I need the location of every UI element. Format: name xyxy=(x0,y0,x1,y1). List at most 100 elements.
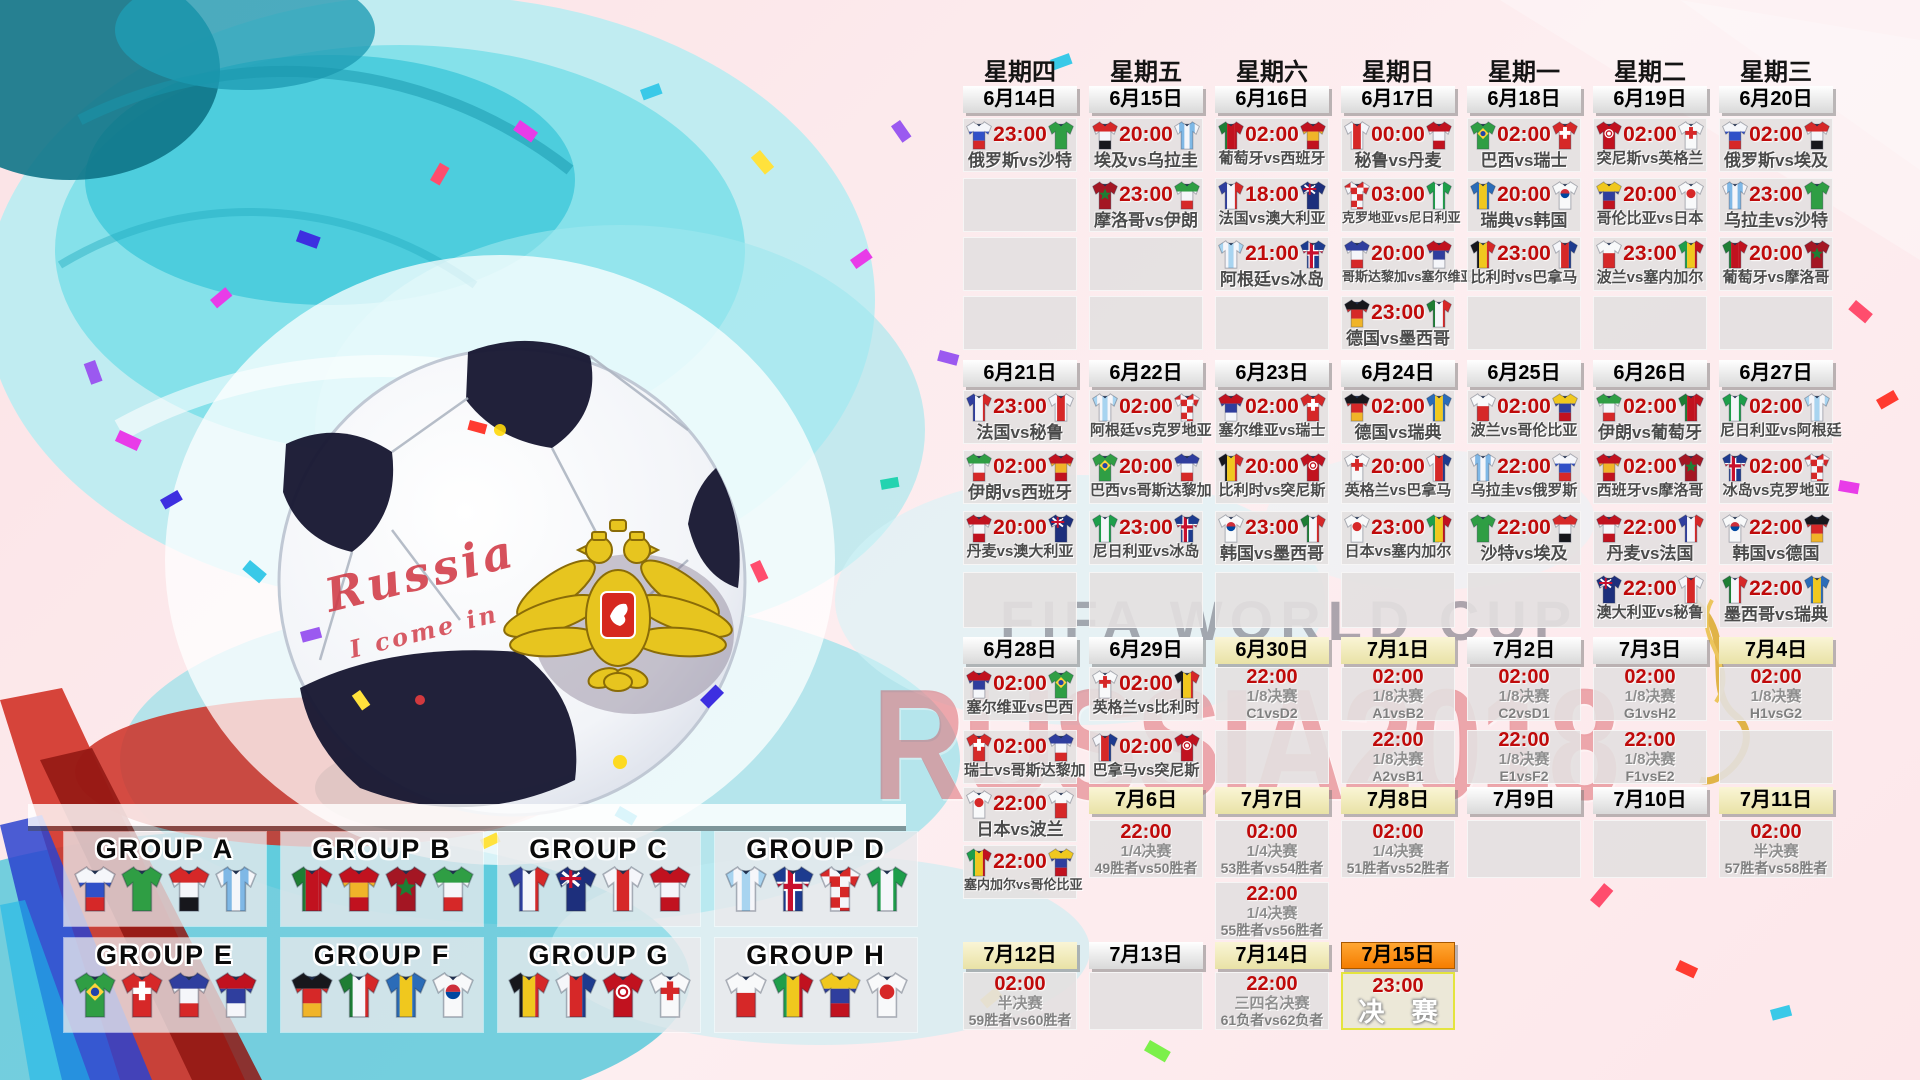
empty-cell xyxy=(1215,572,1329,628)
jersey-icon xyxy=(1092,180,1118,210)
match-cell: 23:00 日本vs塞内加尔 xyxy=(1341,511,1455,565)
match-teams: 塞内加尔vs哥伦比亚 xyxy=(964,877,1083,892)
jersey-icon xyxy=(865,972,908,1018)
match-time: 02:00 xyxy=(1245,123,1299,146)
jersey-icon xyxy=(1092,452,1118,482)
match-cell-top: 23:00 xyxy=(1090,512,1202,543)
match-time: 02:00 xyxy=(1497,123,1551,146)
match-cell-top: 02:00 xyxy=(1594,119,1706,150)
match-teams: 西班牙vs摩洛哥 xyxy=(1596,482,1704,499)
date-bar: 6月19日 xyxy=(1593,86,1707,113)
match-cell: 02:00 英格兰vs比利时 xyxy=(1089,667,1203,721)
stage-pairing: 61负者vs62负者 xyxy=(1220,1011,1324,1028)
group-jerseys xyxy=(281,866,483,912)
match-cell: 22:00 澳大利亚vs秘鲁 xyxy=(1593,572,1707,628)
jersey-icon xyxy=(1048,732,1074,762)
match-cell: 02:00 突尼斯vs英格兰 xyxy=(1593,118,1707,172)
date-bar: 6月30日 xyxy=(1215,637,1329,664)
jersey-icon xyxy=(1048,789,1074,819)
jersey-icon xyxy=(1426,120,1452,150)
jersey-icon xyxy=(1218,180,1244,210)
empty-cell xyxy=(1089,972,1203,1030)
match-teams: 日本vs波兰 xyxy=(976,820,1064,839)
match-time: 22:00 xyxy=(993,792,1047,815)
jersey-icon xyxy=(554,866,597,912)
jersey-icon xyxy=(1218,452,1244,482)
match-teams: 塞尔维亚vs瑞士 xyxy=(1218,422,1326,439)
knockout-cell: 02:00 1/8决赛 G1vsH2 xyxy=(1593,665,1707,721)
match-cell: 21:00 阿根廷vs冰岛 xyxy=(1215,237,1329,291)
match-cell-top: 02:00 xyxy=(1720,391,1832,422)
russia-eagle-crest xyxy=(503,519,734,714)
group-box: GROUP C xyxy=(498,832,700,926)
empty-cell xyxy=(963,296,1077,350)
stage-name: 1/8决赛 xyxy=(1624,750,1676,768)
knockout-cell: 22:00 三四名决赛 61负者vs62负者 xyxy=(1215,972,1329,1030)
jersey-icon xyxy=(771,972,814,1018)
group-title: GROUP C xyxy=(529,834,669,864)
match-teams: 摩洛哥vs伊朗 xyxy=(1094,211,1198,230)
group-title: GROUP F xyxy=(313,940,451,970)
jersey-icon xyxy=(966,732,992,762)
jersey-icon xyxy=(384,866,427,912)
match-time: 22:00 xyxy=(993,850,1047,873)
knockout-cell: 02:00 1/8决赛 A1vsB2 xyxy=(1341,666,1455,721)
date-bar: 7月10日 xyxy=(1593,787,1707,814)
match-teams: 伊朗vs西班牙 xyxy=(968,483,1072,502)
match-time: 21:00 xyxy=(1245,242,1299,265)
match-cell: 20:00 哥斯达黎加vs塞尔维亚 xyxy=(1341,237,1474,291)
match-time: 02:00 xyxy=(993,672,1047,695)
jersey-icon xyxy=(1048,120,1074,150)
jersey-icon xyxy=(1596,239,1622,269)
match-cell-top: 20:00 xyxy=(1594,179,1706,210)
empty-cell xyxy=(963,572,1077,628)
match-cell: 02:00 伊朗vs西班牙 xyxy=(963,450,1077,504)
match-time: 22:00 xyxy=(1246,972,1298,995)
match-cell: 23:00 摩洛哥vs伊朗 xyxy=(1089,178,1203,232)
date-bar: 7月8日 xyxy=(1341,787,1455,814)
match-time: 22:00 xyxy=(1120,820,1172,843)
jersey-icon xyxy=(818,972,861,1018)
knockout-cell: 02:00 1/4决赛 53胜者vs54胜者 xyxy=(1215,820,1329,878)
match-cell-top: 02:00 xyxy=(1342,391,1454,422)
match-teams: 巴拿马vs突尼斯 xyxy=(1092,762,1200,779)
stage-name: 半决赛 xyxy=(997,994,1043,1012)
stage-pairing: F1vsE2 xyxy=(1625,767,1675,784)
match-time: 02:00 xyxy=(1624,665,1676,688)
jersey-icon xyxy=(1470,513,1496,543)
match-time: 02:00 xyxy=(1119,672,1173,695)
match-teams: 比利时vs突尼斯 xyxy=(1218,482,1326,499)
group-box: GROUP D xyxy=(715,832,917,926)
jersey-icon xyxy=(73,866,116,912)
match-cell-top: 02:00 xyxy=(1090,668,1202,699)
jersey-icon xyxy=(1596,574,1622,604)
match-time: 23:00 xyxy=(1749,183,1803,206)
match-time: 23:00 xyxy=(993,395,1047,418)
match-time: 02:00 xyxy=(1749,395,1803,418)
match-teams: 比利时vs巴拿马 xyxy=(1470,269,1578,286)
jersey-icon xyxy=(1678,120,1704,150)
match-time: 02:00 xyxy=(1623,455,1677,478)
match-cell: 02:00 巴西vs瑞士 xyxy=(1467,118,1581,172)
date-bar: 6月27日 xyxy=(1719,360,1833,387)
empty-cell xyxy=(1215,296,1329,350)
match-cell-top: 23:00 xyxy=(1468,238,1580,269)
jersey-icon xyxy=(1552,513,1578,543)
match-teams: 法国vs秘鲁 xyxy=(976,423,1064,442)
group-jerseys xyxy=(498,972,700,1018)
match-cell-top: 23:00 xyxy=(1342,297,1454,328)
stage-name: 1/8决赛 xyxy=(1624,687,1676,705)
match-teams: 哥斯达黎加vs塞尔维亚 xyxy=(1342,269,1474,284)
group-box: GROUP B xyxy=(281,832,483,926)
match-time: 02:00 xyxy=(1245,395,1299,418)
jersey-icon xyxy=(1300,392,1326,422)
match-cell: 23:00 乌拉圭vs沙特 xyxy=(1719,178,1833,232)
match-time: 23:00 xyxy=(1119,183,1173,206)
jersey-icon xyxy=(1722,239,1748,269)
jersey-icon xyxy=(1218,120,1244,150)
match-cell-top: 20:00 xyxy=(1720,238,1832,269)
jersey-icon xyxy=(1344,180,1370,210)
stage-name: 1/8决赛 xyxy=(1372,687,1424,705)
